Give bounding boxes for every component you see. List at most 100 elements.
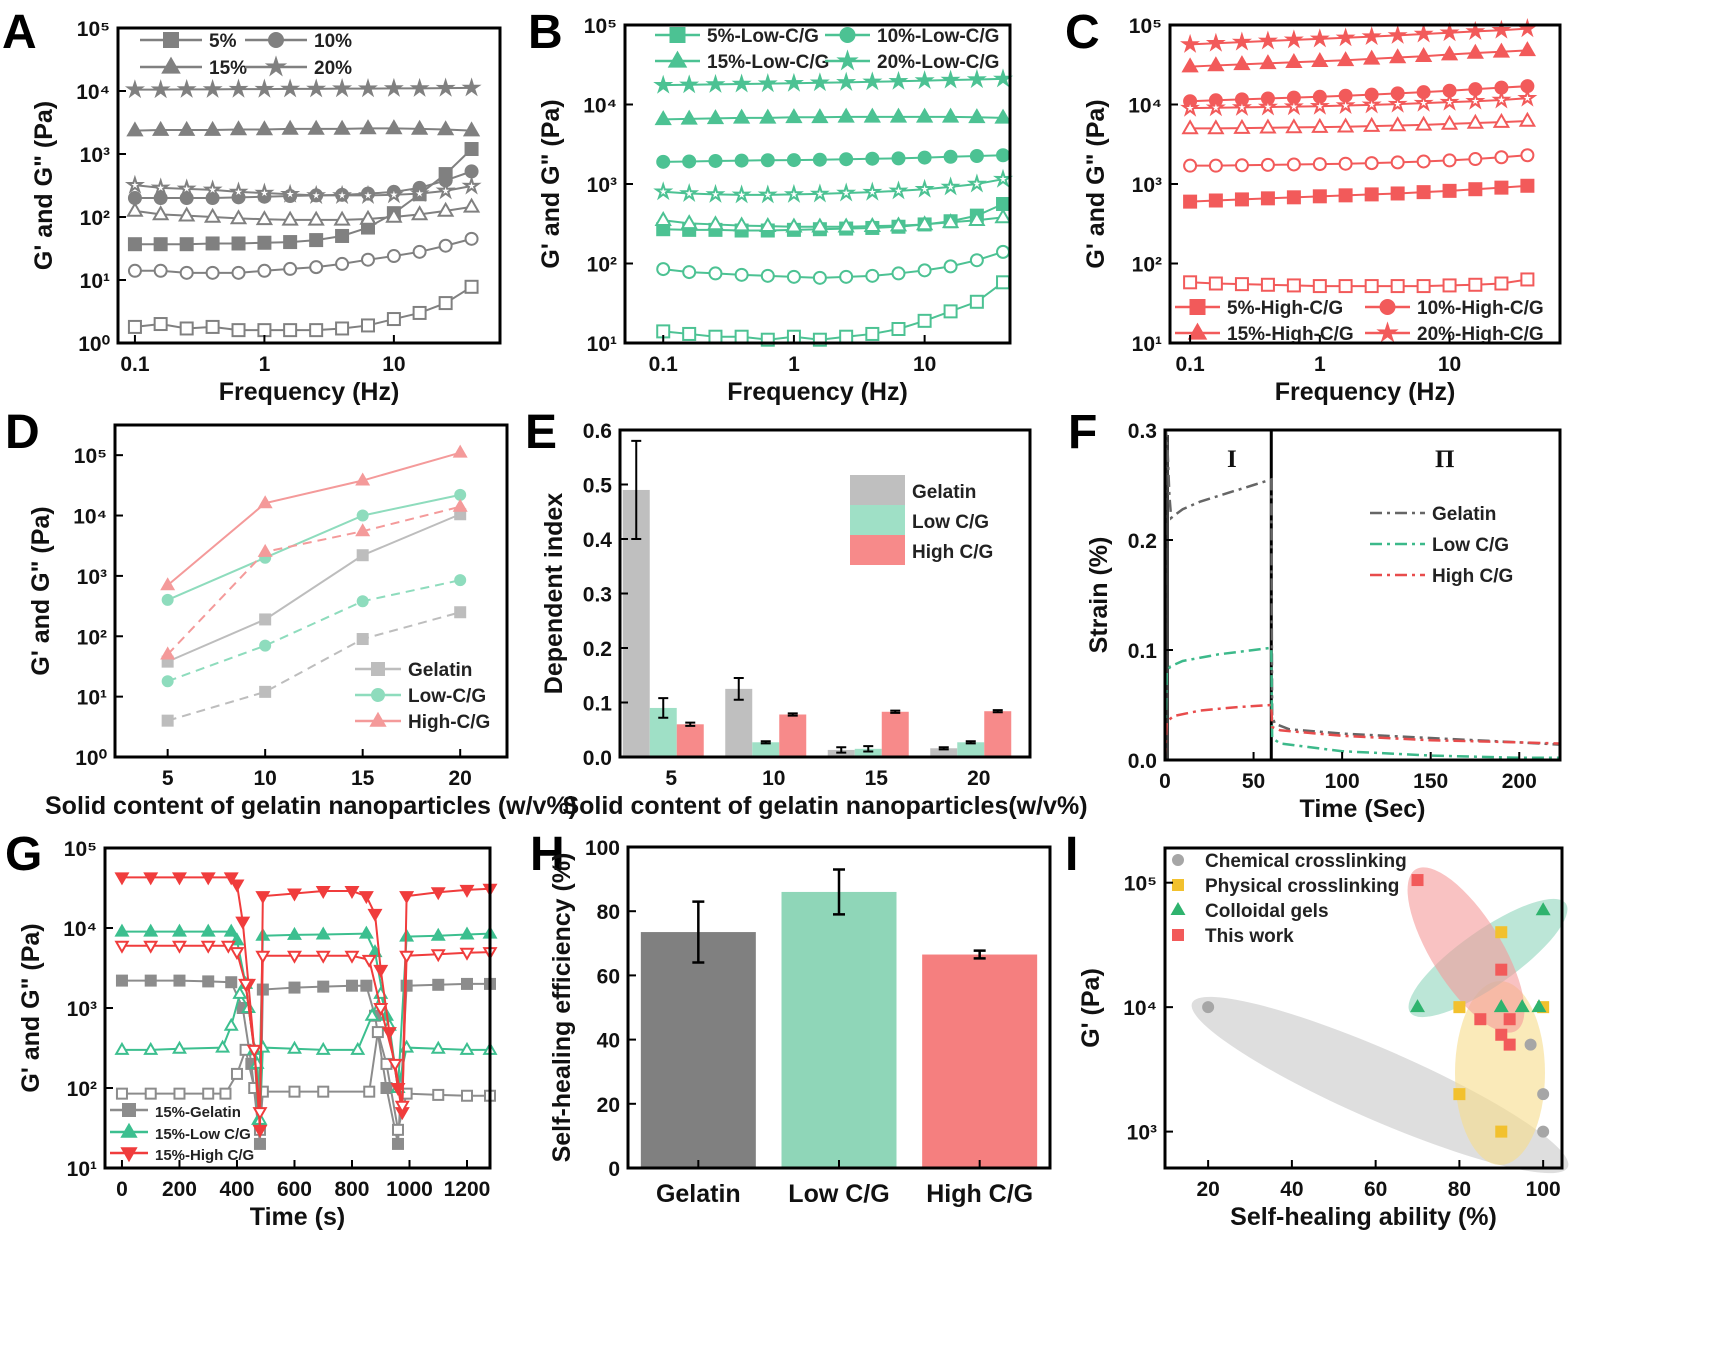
- data-point: [357, 78, 378, 98]
- series-Gelatin: [1163, 429, 1561, 761]
- series-High-C/G: [160, 444, 468, 591]
- data-point: [1468, 152, 1483, 167]
- data-point: [231, 323, 246, 338]
- data-point: [127, 319, 142, 334]
- data-point: [994, 208, 1012, 224]
- x-tick-label: 1200: [444, 1178, 491, 1201]
- data-point: [153, 263, 168, 278]
- data-point: [386, 312, 401, 327]
- data-point: [993, 68, 1014, 88]
- legend-label: 20%-Low-C/G: [877, 52, 999, 73]
- series-High C/G: [1163, 703, 1561, 761]
- data-point: [179, 321, 194, 336]
- data-point: [430, 887, 446, 901]
- data-point: [1514, 999, 1530, 1013]
- x-tick-label: 20: [449, 767, 472, 790]
- data-point: [734, 267, 749, 282]
- data-point: [1537, 1125, 1550, 1138]
- error-bar: [836, 746, 847, 754]
- x-tick-label: 200: [1502, 770, 1537, 793]
- series-line: [167, 579, 461, 683]
- y-tick-label: 10⁴: [1123, 997, 1157, 1020]
- series-line: [1163, 703, 1561, 761]
- data-point: [283, 323, 298, 338]
- data-point: [391, 1137, 404, 1150]
- data-point: [809, 72, 830, 92]
- panel-letter: G: [5, 828, 42, 881]
- series-unnamed-5: [656, 244, 1011, 285]
- data-point: [1465, 90, 1486, 110]
- y-tick-label: 10⁰: [75, 747, 107, 770]
- y-tick-label: 0.2: [1128, 530, 1157, 553]
- data-point: [179, 265, 194, 280]
- data-point: [863, 216, 881, 232]
- stage-label-1: I: [1227, 446, 1237, 473]
- data-point: [1520, 178, 1535, 193]
- data-point: [731, 184, 752, 204]
- data-point: [785, 217, 803, 233]
- chart-panel-g: 15%-Gelatin 15%-Low C/G 15%-High C/G G 0 200 4…: [5, 828, 498, 1231]
- legend-label: 20%: [314, 58, 352, 79]
- data-point: [1231, 31, 1252, 51]
- x-axis-label: Time (s): [250, 1203, 345, 1231]
- x-tick-label: 40: [1280, 1178, 1303, 1201]
- series-unnamed-5: [1183, 148, 1535, 173]
- data-point: [1492, 112, 1511, 128]
- data-point: [705, 183, 726, 203]
- data-point: [259, 685, 272, 698]
- data-point: [358, 184, 378, 205]
- data-point: [280, 183, 301, 203]
- data-point: [228, 181, 249, 201]
- data-point: [259, 639, 272, 652]
- series-line: [167, 611, 461, 722]
- series-unnamed-5: [127, 231, 479, 280]
- data-point: [1283, 29, 1304, 49]
- error-bar: [787, 712, 798, 717]
- legend-label: 10%-Low-C/G: [877, 26, 999, 47]
- data-point: [333, 119, 351, 135]
- y-tick-label: 20: [597, 1094, 620, 1117]
- data-point: [941, 213, 960, 229]
- series-10%-Low-C/G: [656, 148, 1011, 169]
- data-point: [373, 964, 389, 978]
- plot-area: 5%-High-C/G 10%-High-C/G15%-High-C/G 20%-H…: [1175, 18, 1544, 345]
- legend-marker: [268, 32, 284, 48]
- data-point: [459, 947, 475, 961]
- legend-swatch: [850, 505, 905, 535]
- plot-frame: [1163, 428, 1562, 762]
- data-point: [200, 923, 216, 937]
- data-point: [281, 210, 299, 226]
- cluster-ellipse: [1407, 867, 1525, 1033]
- data-point: [171, 940, 187, 954]
- data-point: [1208, 193, 1223, 208]
- series-line: [167, 451, 461, 587]
- data-point: [943, 304, 958, 319]
- series-5%: [127, 142, 479, 252]
- x-tick-label: 20: [1196, 1178, 1219, 1201]
- data-point: [127, 263, 142, 278]
- chart-panel-h: Gelatin Low C/G High C/G H 0 20 40 60 80 100 Self-…: [530, 828, 1052, 1208]
- chart-panel-e: 5 10 15 20 Gelatin Low C/G High C/G E 0.0 0.1 0.2 0…: [525, 406, 1088, 820]
- error-bar: [631, 439, 642, 540]
- data-point: [359, 119, 377, 135]
- data-point: [179, 237, 194, 252]
- data-point: [225, 976, 238, 989]
- data-point: [385, 207, 403, 223]
- data-point: [682, 154, 697, 169]
- y-tick-label: 80: [597, 901, 620, 924]
- x-axis-label: Frequency (Hz): [219, 378, 400, 406]
- data-point: [454, 574, 467, 587]
- data-point: [732, 216, 751, 232]
- y-tick-label: 10⁰: [78, 333, 110, 356]
- data-point: [1234, 277, 1249, 292]
- legend-marker: [1379, 299, 1396, 315]
- data-point: [255, 210, 274, 226]
- data-point: [1442, 278, 1457, 293]
- x-tick-label: 1: [1314, 353, 1326, 376]
- legend-item: 10%: [245, 31, 352, 52]
- bar: [984, 711, 1012, 757]
- y-tick-label: 10⁴: [583, 95, 617, 118]
- data-point: [1416, 279, 1431, 294]
- data-point: [891, 322, 906, 337]
